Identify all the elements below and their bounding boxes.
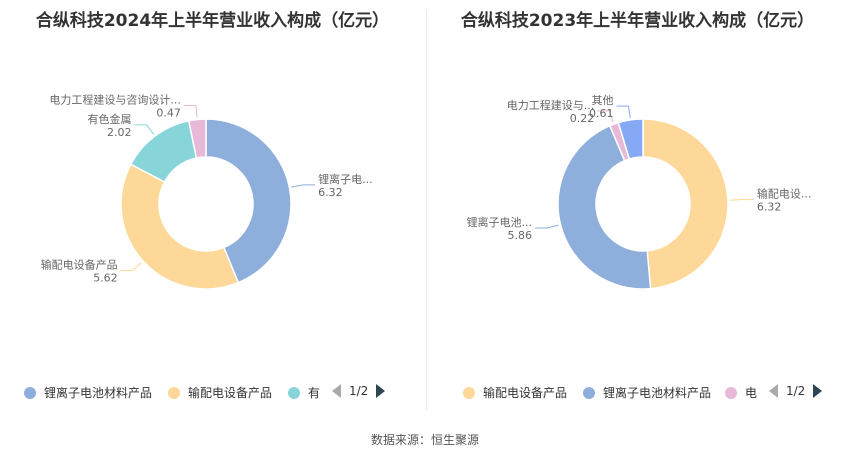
legend-label: 有 xyxy=(308,386,321,400)
legend-label: 输配电设备产品 xyxy=(188,386,273,400)
slice-value-label: 2.02 xyxy=(107,126,132,139)
legend-item[interactable]: 输配电设备产品 xyxy=(168,384,272,401)
legend-item[interactable]: 电 xyxy=(725,384,757,401)
chart-panel-2023: 合纵科技2023年上半年营业收入构成（亿元） 输配电设... 6.32 锂离子电池.… xyxy=(425,0,850,415)
slice-value-label: 6.32 xyxy=(757,201,782,214)
slice-category-label: 有色金属 xyxy=(88,112,132,126)
slice-value-label: 5.86 xyxy=(507,229,532,242)
legend-label: 输配电设备产品 xyxy=(483,386,568,400)
legend-prev-icon[interactable] xyxy=(769,384,778,398)
slice-category-label: 锂离子电... xyxy=(318,172,373,186)
legend-item[interactable]: 输配电设备产品 xyxy=(463,384,567,401)
legend-pager: 1/2 xyxy=(332,384,386,398)
slice-category-label: 其他 xyxy=(591,94,613,107)
donut-slice[interactable] xyxy=(642,118,729,290)
chart-title: 合纵科技2023年上半年营业收入构成（亿元） xyxy=(460,11,815,31)
slice-category-label: 电力工程建设与... xyxy=(507,98,595,112)
legend-page-indicator: 1/2 xyxy=(786,384,806,398)
donut-chart-2023: 输配电设...6.32 锂离子电池...5.86 电力工程建设与...0.22 其他0… xyxy=(466,94,812,290)
slice-value-label: 0.22 xyxy=(570,112,595,125)
donut-slice[interactable] xyxy=(557,124,652,290)
donut-slice[interactable] xyxy=(205,118,292,284)
panel-divider xyxy=(426,10,427,410)
slice-category-label: 电力工程建设与咨询设计... xyxy=(49,93,181,107)
chart-legend: 锂离子电池材料产品 输配电设备产品 有 1/2 xyxy=(0,384,425,404)
chart-panel-2024: 合纵科技2024年上半年营业收入构成（亿元） 锂离子电... 6.32 输配电设备产… xyxy=(0,0,425,415)
leader-line xyxy=(183,105,198,118)
leader-line xyxy=(120,262,142,272)
donut-slice[interactable] xyxy=(187,118,207,159)
legend-dot xyxy=(288,386,300,399)
leader-line xyxy=(616,105,631,119)
legend-pager: 1/2 xyxy=(769,384,823,398)
donut-slice[interactable] xyxy=(617,118,644,160)
legend-label: 电 xyxy=(745,386,758,400)
legend-dot xyxy=(168,386,180,399)
legend-item[interactable]: 锂离子电池材料产品 xyxy=(583,384,711,401)
leader-line xyxy=(534,224,559,229)
chart-title: 合纵科技2024年上半年营业收入构成（亿元） xyxy=(35,11,390,31)
legend-dot xyxy=(24,386,36,399)
legend-dot xyxy=(583,386,595,399)
slice-category-label: 输配电设备产品 xyxy=(41,258,118,272)
leader-line xyxy=(134,124,155,135)
legend-dot xyxy=(463,386,475,399)
chart-legend: 输配电设备产品 锂离子电池材料产品 电 1/2 xyxy=(425,384,850,404)
legend-item[interactable]: 锂离子电池材料产品 xyxy=(24,384,152,401)
legend-dot xyxy=(725,386,737,399)
legend-page-indicator: 1/2 xyxy=(349,384,369,398)
slice-value-label: 6.32 xyxy=(318,186,343,199)
slice-category-label: 输配电设... xyxy=(757,187,812,201)
donut-slice[interactable] xyxy=(120,163,240,290)
legend-label: 锂离子电池材料产品 xyxy=(44,386,153,400)
slice-value-label: 0.47 xyxy=(156,107,181,120)
leader-line xyxy=(597,110,614,123)
legend-prev-icon[interactable] xyxy=(332,384,341,398)
legend-item[interactable]: 有 xyxy=(288,384,320,401)
data-source-note: 数据来源：恒生聚源 xyxy=(370,433,479,447)
leader-line xyxy=(729,199,754,201)
slice-category-label: 锂离子电池... xyxy=(466,215,532,229)
slice-value-label: 5.62 xyxy=(93,272,118,285)
legend-next-icon[interactable] xyxy=(813,384,823,398)
legend-next-icon[interactable] xyxy=(376,384,386,398)
leader-line xyxy=(291,184,316,188)
slice-value-label: 0.61 xyxy=(589,107,614,120)
legend-label: 锂离子电池材料产品 xyxy=(603,386,712,400)
